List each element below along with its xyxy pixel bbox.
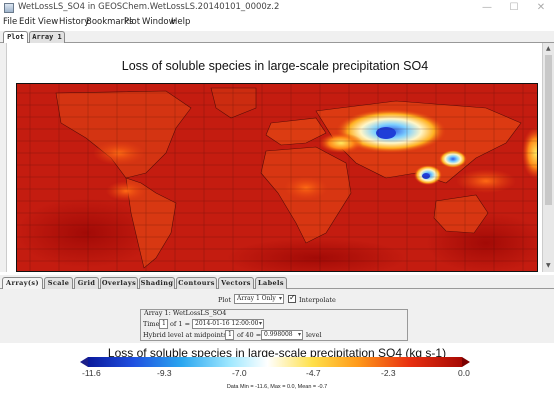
colorbar-tick-label: 0.0 [458,368,470,378]
menu-history[interactable]: History [59,17,90,27]
hybrid-level-label: Hybrid level at midpoints: [143,331,229,339]
window-title: WetLossLS_SO4 in GEOSChem.WetLossLS.2014… [18,2,280,12]
colorbar-title: Loss of soluble species in large-scale p… [107,346,447,360]
view-tabs: Plot Array 1 [0,31,554,44]
tab-grid[interactable]: Grid [74,277,99,289]
hotspot-core-siberia [376,127,396,139]
tab-vectors[interactable]: Vectors [218,277,254,289]
hybrid-level-select[interactable]: 0.998008 ▾ [261,330,303,340]
menu-bookmarks[interactable]: Bookmarks [86,17,134,27]
tab-contours[interactable]: Contours [176,277,217,289]
chevron-down-icon: ▾ [258,320,262,327]
scroll-up-icon[interactable]: ▲ [546,45,551,52]
minimize-button[interactable]: — [482,2,492,13]
continent-greenland [210,87,257,119]
continent-south-america [125,177,177,269]
tab-shading[interactable]: Shading [139,277,175,289]
menu-help[interactable]: Help [171,17,191,27]
tab-scale[interactable]: Scale [44,277,73,289]
colorbar-tick-label: -11.6 [82,368,101,378]
arrays-panel: Plot Array 1 Only ▾ ✓ Interpolate Array … [0,289,554,343]
interpolate-checkbox[interactable]: ✓ [288,293,296,303]
hybrid-index-field[interactable]: 1 [225,330,234,340]
time-select[interactable]: 2014-01-16 12:00:00 ▾ [192,319,264,329]
array-1-label: Array 1: WetLossLS_SO4 [144,309,227,317]
colorbar-tick-label: -7.0 [232,368,247,378]
plot-vertical-scrollbar[interactable]: ▲ ▼ [542,43,554,272]
colorbar-over-arrow [462,357,470,367]
hybrid-index-value: 1 [228,331,232,338]
chevron-down-icon: ▾ [297,331,301,338]
tab-plot[interactable]: Plot [3,31,28,44]
menu-view[interactable]: View [38,17,59,27]
hotspot-east-asia [439,150,467,168]
time-index-field[interactable]: 1 [159,319,168,329]
tab-labels[interactable]: Labels [255,277,287,289]
continent-australia [433,194,489,234]
time-of-label: of 1 = [170,320,191,328]
plot-mode-label: Plot [218,296,231,304]
map-plot[interactable] [16,83,538,272]
tab-overlays[interactable]: Overlays [100,277,138,289]
menu-bar: File Edit View History Bookmarks Plot Wi… [0,16,554,30]
hybrid-level-value: 0.998008 [264,331,293,338]
continent-europe [265,117,327,146]
check-icon: ✓ [289,293,296,302]
array-1-group: Array 1: WetLossLS_SO4 Time: 1 of 1 = 20… [140,309,408,341]
hotspot-west-pacific [456,169,516,193]
hybrid-of-label: of 40 = [237,331,262,339]
level-label: level [306,331,322,339]
hotspot-central-africa [284,176,328,200]
tab-arrays[interactable]: Array(s) [2,277,43,289]
menu-edit[interactable]: Edit [19,17,36,27]
hotspot-central-asia [319,133,363,153]
colorbar [80,357,470,367]
scrollbar-thumb[interactable] [545,55,552,205]
ocean-shade-patch [16,198,156,268]
map-border [16,83,538,272]
interpolate-label: Interpolate [299,296,336,304]
plot-mode-value: Array 1 Only [237,295,276,302]
scroll-down-icon[interactable]: ▼ [546,262,551,269]
plot-title: Loss of soluble species in large-scale p… [121,59,429,73]
colorbar-gradient [88,357,462,367]
plot-mode-select[interactable]: Array 1 Only ▾ [234,294,284,304]
ocean-shade-patch [226,238,406,272]
colorbar-tick-label: -9.3 [157,368,172,378]
hotspot-core-china [422,173,430,179]
maximize-button[interactable]: ☐ [509,2,519,13]
time-label: Time: [143,320,162,328]
close-button[interactable]: ✕ [536,2,546,13]
colorbar-under-arrow [80,357,88,367]
menu-file[interactable]: File [3,17,18,27]
menu-window[interactable]: Window [142,17,176,27]
title-bar: WetLossLS_SO4 in GEOSChem.WetLossLS.2014… [0,0,554,16]
map-grid [16,83,538,272]
colorbar-tick-label: -4.7 [306,368,321,378]
colorbar-tick-label: -2.3 [381,368,396,378]
control-tabs: Array(s) Scale Grid Overlays Shading Con… [0,275,554,289]
plot-area: Loss of soluble species in large-scale p… [0,43,554,272]
tab-array-1[interactable]: Array 1 [29,31,65,43]
time-index-value: 1 [162,320,166,327]
hotspot-amazon [106,181,146,201]
chevron-down-icon: ▾ [278,295,282,302]
menu-plot[interactable]: Plot [124,17,141,27]
app-icon [4,3,14,13]
data-stats: Data Min = -11.6, Max = 0.0, Mean = -0.7 [226,384,328,390]
time-value: 2014-01-16 12:00:00 [195,320,259,327]
